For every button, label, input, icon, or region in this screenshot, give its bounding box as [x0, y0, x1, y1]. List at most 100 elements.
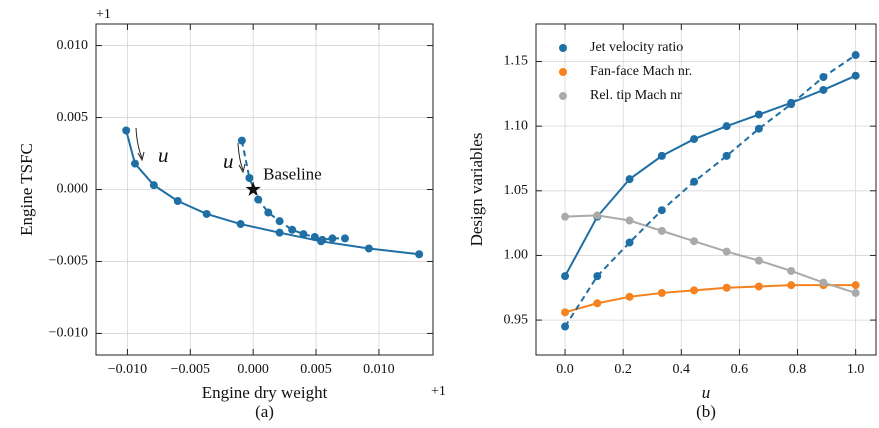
data-point [657, 288, 666, 297]
data-point [690, 286, 699, 295]
x-offset-label: +1 [431, 384, 446, 399]
data-point [328, 234, 337, 243]
data-point [657, 151, 666, 160]
data-point [657, 206, 666, 215]
series-line [240, 140, 345, 241]
arrow-head [137, 151, 145, 162]
y-tick-label: 1.05 [504, 183, 529, 198]
data-point [415, 250, 424, 259]
data-point [657, 226, 666, 235]
data-point [254, 195, 263, 204]
data-point [288, 225, 297, 234]
data-point [310, 232, 319, 241]
data-point [625, 238, 634, 247]
annotation: u [223, 149, 234, 173]
plot-frame [535, 23, 877, 356]
y-tick-label: 0.000 [57, 182, 89, 197]
data-point [173, 197, 182, 206]
legend-marker [559, 92, 567, 100]
data-point [149, 181, 158, 190]
y-tick-label: −0.005 [49, 254, 88, 269]
data-point [318, 235, 327, 244]
data-point [819, 278, 828, 287]
data-point [754, 110, 763, 119]
data-point [593, 272, 602, 281]
data-point [754, 124, 763, 133]
legend-label: Jet velocity ratio [590, 40, 683, 55]
data-point [851, 51, 860, 60]
x-tick-label: 0.4 [673, 362, 691, 377]
data-point [275, 228, 284, 237]
x-tick-label: 0.2 [614, 362, 632, 377]
data-point [237, 136, 246, 145]
arrow [237, 142, 244, 171]
data-point [245, 173, 254, 182]
caption: (a) [255, 402, 274, 421]
y-axis-label: Design variables [467, 133, 486, 247]
annotation: u [158, 143, 169, 167]
y-tick-label: −0.010 [49, 326, 88, 341]
y-tick-label: 0.005 [57, 110, 89, 125]
legend-marker [559, 44, 567, 52]
data-point [593, 299, 602, 308]
y-tick-label: 1.15 [504, 54, 529, 69]
data-point [561, 322, 570, 331]
data-point [787, 281, 796, 290]
x-axis-label: Engine dry weight [202, 383, 328, 402]
data-point [690, 135, 699, 144]
x-tick-label: 1.0 [847, 362, 865, 377]
data-point [690, 237, 699, 246]
legend-label: Fan-face Mach nr. [590, 64, 692, 79]
data-point [754, 256, 763, 265]
data-point [561, 272, 570, 281]
data-point [340, 234, 349, 243]
x-axis-label: u [702, 383, 711, 402]
plot-frame [95, 23, 434, 356]
x-tick-label: 0.0 [556, 362, 574, 377]
legend-label: Rel. tip Mach nr [590, 88, 682, 103]
data-point [299, 230, 308, 239]
series-line [125, 130, 420, 256]
data-point [819, 73, 828, 82]
y-tick-label: 1.00 [504, 248, 529, 263]
data-point [722, 283, 731, 292]
data-point [625, 175, 634, 184]
data-point [364, 244, 373, 253]
data-point [264, 208, 273, 217]
data-point [236, 220, 245, 229]
data-point [851, 288, 860, 297]
data-point [851, 281, 860, 290]
data-point [561, 308, 570, 317]
data-point [625, 292, 634, 301]
series-line [564, 284, 856, 314]
x-tick-label: 0.6 [731, 362, 749, 377]
series-line [565, 214, 856, 294]
y-tick-label: 0.95 [504, 312, 529, 327]
data-point [275, 217, 284, 226]
y-tick-label: 1.10 [504, 118, 529, 133]
data-point [122, 126, 131, 135]
data-point [561, 212, 570, 221]
baseline-star [245, 181, 261, 196]
data-point [787, 100, 796, 109]
arrow [135, 127, 143, 159]
x-tick-label: −0.010 [108, 362, 147, 377]
legend-marker [559, 68, 567, 76]
x-tick-label: 0.010 [363, 362, 395, 377]
data-point [625, 216, 634, 225]
data-point [754, 282, 763, 291]
data-point [593, 211, 602, 220]
x-tick-label: 0.8 [789, 362, 807, 377]
y-axis-label: Engine TSFC [17, 143, 36, 236]
x-tick-label: 0.000 [237, 362, 269, 377]
y-offset-label: +1 [96, 7, 111, 22]
data-point [787, 266, 796, 275]
data-point [722, 247, 731, 256]
data-point [851, 71, 860, 80]
data-point [202, 209, 211, 218]
series-line [564, 54, 857, 328]
baseline-label: Baseline [263, 164, 322, 183]
series-line [564, 74, 857, 277]
data-point [130, 159, 139, 168]
